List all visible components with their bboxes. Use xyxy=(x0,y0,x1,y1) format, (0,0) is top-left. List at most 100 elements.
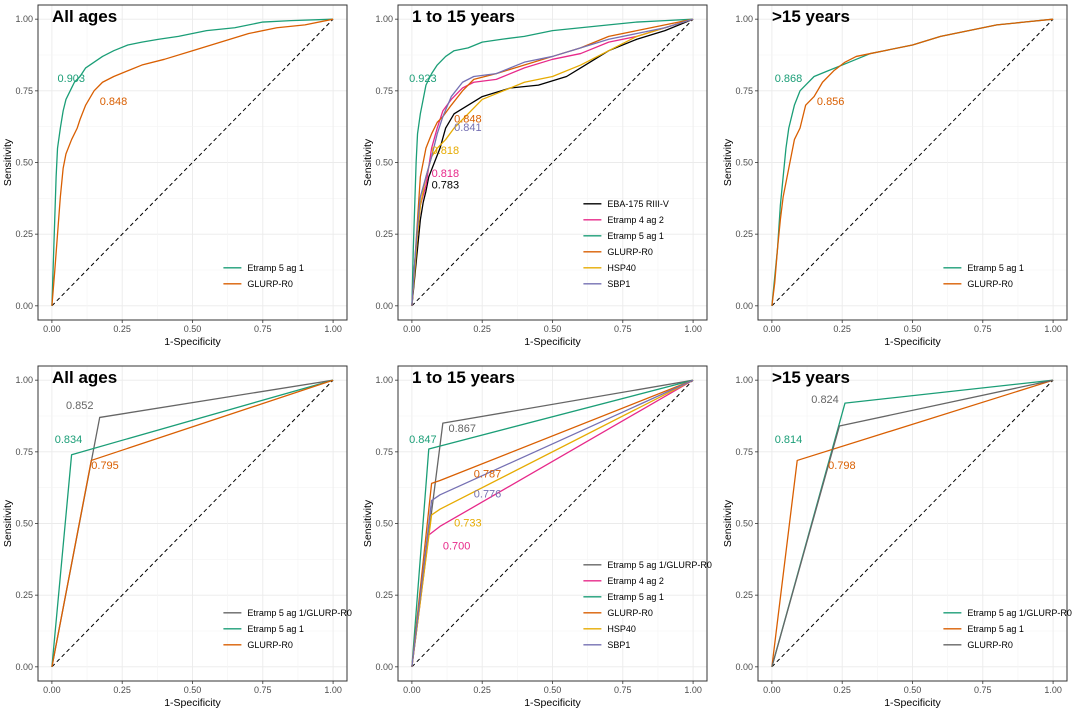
roc-curve-etramp-5-ag-1 xyxy=(411,18,694,306)
x-axis-label: 1-Specificity xyxy=(164,697,221,709)
x-axis-label: 1-Specificity xyxy=(164,336,221,348)
y-tick-label: 1.00 xyxy=(375,14,393,24)
roc-curve-glurp-r0 xyxy=(51,379,334,667)
roc-panel-4: 0.852 0.834 0.795 All ages 0.00 0.25 0.50 0.75 1… xyxy=(2,365,352,709)
legend-label: Etramp 5 ag 1 xyxy=(607,592,664,602)
auc-label: 0.824 xyxy=(811,394,839,406)
legend-label: Etramp 5 ag 1 xyxy=(247,263,304,273)
legend: Etramp 5 ag 1 GLURP-R0 xyxy=(223,263,304,289)
y-tick-label: 0.75 xyxy=(375,86,393,96)
x-tick-label: 0.25 xyxy=(833,324,851,334)
auc-label: 0.787 xyxy=(474,469,502,481)
auc-label: 0.798 xyxy=(828,460,856,472)
chance-diagonal xyxy=(771,18,1054,307)
roc-curve-hsp40 xyxy=(411,379,694,667)
roc-curve-glurp-r0 xyxy=(51,18,334,306)
auc-label: 0.818 xyxy=(432,145,460,157)
x-tick-label: 1.00 xyxy=(684,324,702,334)
panel-title: 1 to 15 years xyxy=(412,7,515,26)
auc-label: 0.867 xyxy=(448,423,476,435)
y-tick-label: 0.75 xyxy=(15,86,33,96)
roc-curve-etramp-5-ag-1 xyxy=(51,379,334,667)
legend-label: Etramp 4 ag 2 xyxy=(607,215,664,225)
legend: Etramp 5 ag 1 GLURP-R0 xyxy=(943,263,1024,289)
legend-label: Etramp 4 ag 2 xyxy=(607,576,664,586)
y-tick-label: 0.50 xyxy=(735,158,753,168)
x-tick-label: 0.50 xyxy=(544,685,562,695)
y-tick-label: 1.00 xyxy=(735,14,753,24)
auc-label: 0.700 xyxy=(443,540,471,552)
x-axis-label: 1-Specificity xyxy=(884,697,941,709)
roc-panel-1: 0.903 0.848 All ages 0.00 0.25 0.50 0.75 1.00 0.… xyxy=(2,4,348,348)
roc-curve-glurp-r0 xyxy=(411,18,694,306)
panel-title: 1 to 15 years xyxy=(412,368,515,387)
legend-label: Etramp 5 ag 1 xyxy=(607,231,664,241)
x-tick-label: 0.25 xyxy=(113,324,131,334)
y-tick-label: 0.50 xyxy=(375,519,393,529)
y-tick-label: 0.25 xyxy=(375,590,393,600)
x-tick-label: 0.50 xyxy=(184,685,202,695)
legend-label: EBA-175 RIII-V xyxy=(607,199,669,209)
roc-curve-glurp-r0 xyxy=(411,379,694,667)
x-tick-label: 0.25 xyxy=(833,685,851,695)
x-tick-label: 0.00 xyxy=(763,685,781,695)
y-tick-label: 0.00 xyxy=(15,662,33,672)
y-axis-label: Sensitivity xyxy=(2,499,14,547)
y-tick-label: 1.00 xyxy=(15,14,33,24)
x-tick-label: 1.00 xyxy=(684,685,702,695)
x-tick-label: 0.75 xyxy=(254,685,272,695)
x-tick-label: 1.00 xyxy=(324,685,342,695)
y-tick-label: 1.00 xyxy=(375,375,393,385)
legend: Etramp 5 ag 1/GLURP-R0 Etramp 5 ag 1 GLURP… xyxy=(223,608,352,650)
y-tick-label: 0.25 xyxy=(375,229,393,239)
legend-label: GLURP-R0 xyxy=(247,279,293,289)
roc-curve-hsp40 xyxy=(411,18,694,306)
roc-curve-etramp-5-ag-1 xyxy=(771,379,1054,667)
auc-label: 0.834 xyxy=(55,434,83,446)
y-axis-label: Sensitivity xyxy=(362,499,374,547)
x-tick-label: 0.50 xyxy=(904,324,922,334)
legend-label: Etramp 5 ag 1 xyxy=(247,624,304,634)
grid-lines xyxy=(398,5,707,320)
chance-diagonal xyxy=(771,379,1054,668)
roc-curve-sbp1 xyxy=(411,18,694,306)
y-axis-label: Sensitivity xyxy=(722,499,734,547)
x-axis-label: 1-Specificity xyxy=(524,336,581,348)
legend-label: SBP1 xyxy=(607,640,630,650)
legend-label: Etramp 5 ag 1/GLURP-R0 xyxy=(247,608,352,618)
legend-label: Etramp 5 ag 1 xyxy=(967,624,1024,634)
chance-diagonal xyxy=(51,18,334,307)
legend: Etramp 5 ag 1/GLURP-R0 Etramp 4 ag 2 Etram… xyxy=(583,560,712,650)
x-tick-label: 0.25 xyxy=(113,685,131,695)
x-tick-label: 0.50 xyxy=(904,685,922,695)
roc-curve-etramp-5-ag-1 xyxy=(51,18,334,306)
auc-label: 0.818 xyxy=(432,168,460,180)
y-tick-label: 0.75 xyxy=(735,86,753,96)
legend-label: GLURP-R0 xyxy=(247,640,293,650)
grid-lines xyxy=(758,5,1067,320)
auc-label: 0.795 xyxy=(91,460,119,472)
x-tick-label: 0.25 xyxy=(473,685,491,695)
roc-curve-glurp-r0 xyxy=(771,18,1054,306)
x-tick-label: 0.00 xyxy=(43,685,61,695)
x-tick-label: 0.00 xyxy=(403,685,421,695)
roc-panel-3: 0.868 0.856 >15 years 0.00 0.25 0.50 0.75 1.00 0… xyxy=(722,4,1068,348)
legend-label: GLURP-R0 xyxy=(967,279,1013,289)
x-tick-label: 0.00 xyxy=(763,324,781,334)
auc-label: 0.841 xyxy=(454,122,482,134)
legend-label: GLURP-R0 xyxy=(967,640,1013,650)
y-tick-label: 0.00 xyxy=(735,301,753,311)
auc-label: 0.923 xyxy=(409,73,437,85)
grid-lines xyxy=(758,366,1067,681)
x-axis-label: 1-Specificity xyxy=(884,336,941,348)
x-axis-label: 1-Specificity xyxy=(524,697,581,709)
legend-label: GLURP-R0 xyxy=(607,608,653,618)
auc-label: 0.733 xyxy=(454,517,482,529)
y-tick-label: 0.25 xyxy=(15,590,33,600)
legend: EBA-175 RIII-V Etramp 4 ag 2 Etramp 5 ag 1… xyxy=(583,199,669,289)
grid-lines xyxy=(398,366,707,681)
y-tick-label: 0.25 xyxy=(735,229,753,239)
panel-title: All ages xyxy=(52,7,117,26)
legend-label: HSP40 xyxy=(607,624,636,634)
